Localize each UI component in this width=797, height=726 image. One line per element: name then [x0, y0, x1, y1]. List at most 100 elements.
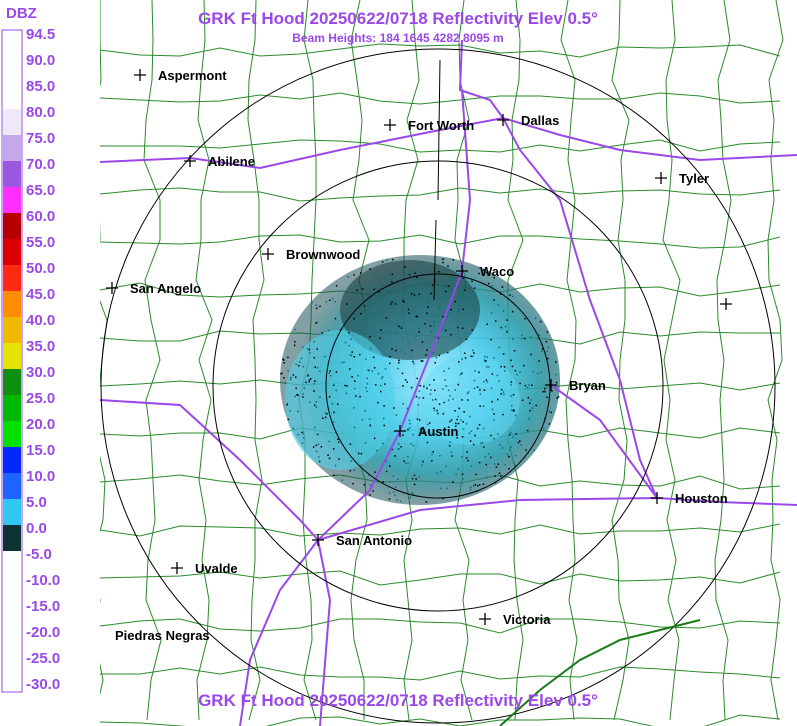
- county-line: [100, 234, 781, 249]
- echo-dot: [295, 387, 297, 389]
- echo-dot: [394, 494, 396, 496]
- echo-dot: [478, 272, 480, 275]
- echo-dot: [319, 305, 321, 308]
- echo-dot: [380, 329, 382, 331]
- color-scale-label: 70.0: [26, 156, 55, 173]
- echo-dot: [421, 341, 424, 343]
- echo-dot: [480, 442, 482, 445]
- echo-dot: [415, 335, 417, 337]
- echo-dot: [324, 355, 326, 358]
- echo-dot: [501, 388, 503, 391]
- echo-dot: [484, 360, 487, 363]
- echo-dot: [433, 268, 435, 270]
- echo-dot: [421, 360, 424, 362]
- county-line: [100, 139, 781, 153]
- echo-dot: [320, 446, 323, 448]
- echo-dot: [283, 359, 285, 361]
- echo-dot: [445, 329, 447, 332]
- echo-dot: [503, 393, 505, 396]
- echo-dot: [425, 501, 428, 503]
- echo-dot: [490, 387, 493, 389]
- color-swatch: [3, 525, 21, 551]
- city-label: Bryan: [569, 378, 606, 393]
- echo-dot: [532, 370, 534, 373]
- echo-dot: [432, 399, 434, 401]
- echo-dot: [395, 414, 398, 416]
- echo-dot: [429, 393, 432, 395]
- echo-dot: [349, 470, 352, 472]
- echo-dot: [502, 391, 505, 393]
- echo-dot: [392, 258, 394, 261]
- echo-dot: [289, 410, 291, 412]
- echo-dot: [464, 289, 466, 291]
- echo-dot: [426, 312, 428, 314]
- city-marker: [655, 172, 667, 184]
- echo-dot: [421, 261, 423, 263]
- echo-dot: [546, 396, 548, 398]
- echo-dot: [433, 320, 435, 323]
- echo-dot: [493, 277, 495, 279]
- color-scale-label: -30.0: [26, 676, 60, 693]
- echo-dot: [393, 407, 395, 409]
- echo-dot: [334, 317, 337, 320]
- echo-dot: [548, 423, 551, 425]
- echo-dot: [442, 258, 445, 260]
- echo-dot: [517, 441, 520, 444]
- echo-dot: [301, 442, 304, 444]
- echo-dot: [398, 361, 400, 364]
- echo-dot: [392, 491, 395, 493]
- echo-dot: [287, 356, 289, 359]
- echo-dot: [346, 303, 348, 305]
- echo-dot: [375, 384, 377, 386]
- echo-dot: [388, 273, 390, 276]
- echo-dot: [349, 368, 351, 370]
- echo-dot: [455, 425, 457, 427]
- echo-dot: [433, 409, 436, 412]
- echo-dot: [332, 421, 335, 423]
- echo-dot: [310, 378, 312, 380]
- echo-dot: [353, 426, 356, 429]
- echo-dot: [439, 471, 442, 473]
- echo-dot: [497, 463, 499, 465]
- echo-dot: [485, 463, 487, 466]
- echo-dot: [491, 373, 494, 375]
- echo-dot: [383, 417, 385, 420]
- echo-dot: [470, 292, 473, 295]
- echo-dot: [463, 352, 466, 354]
- echo-dot: [458, 310, 461, 313]
- echo-dot: [476, 484, 479, 487]
- echo-dot: [308, 348, 311, 351]
- echo-dot: [418, 419, 421, 421]
- echo-dot: [557, 396, 560, 398]
- echo-dot: [333, 474, 335, 476]
- echo-dot: [328, 440, 330, 443]
- color-scale-label: 40.0: [26, 312, 55, 329]
- echo-dot: [474, 370, 476, 372]
- echo-dot: [379, 275, 381, 278]
- echo-dot: [538, 334, 540, 336]
- cities: Aspermont Fort Worth Dallas Abilene Tyler Bro…: [106, 68, 732, 643]
- echo-dot: [457, 415, 459, 418]
- echo-dot: [438, 297, 440, 300]
- echo-dot: [386, 290, 389, 292]
- echo-dot: [402, 385, 404, 387]
- echo-dot: [529, 402, 531, 404]
- echo-dot: [472, 443, 475, 446]
- color-swatch: [3, 681, 21, 691]
- echo-dot: [473, 485, 475, 487]
- subtitle: Beam Heights: 184 1645 4282 8095 m: [292, 31, 503, 45]
- echo-dot: [482, 427, 485, 430]
- echo-dot: [512, 393, 515, 396]
- echo-dot: [431, 460, 433, 462]
- echo-dot: [315, 450, 318, 453]
- echo-dot: [410, 293, 413, 295]
- range-rings: [100, 48, 776, 724]
- echo-dot: [309, 401, 311, 403]
- echo-dot: [491, 285, 493, 287]
- echo-dot: [369, 424, 371, 426]
- echo-dot: [466, 392, 469, 395]
- echo-dot: [531, 384, 533, 386]
- color-scale-label: 0.0: [26, 520, 47, 537]
- echo-dot: [357, 375, 359, 377]
- color-swatch: [3, 83, 21, 109]
